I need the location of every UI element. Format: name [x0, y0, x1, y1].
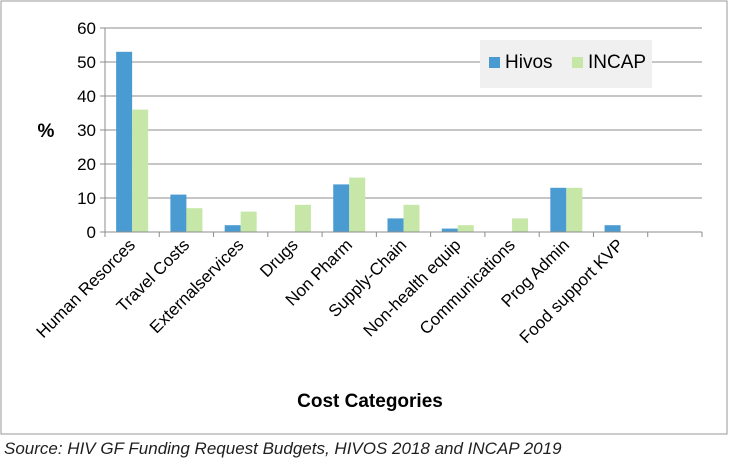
bar-incap — [457, 225, 474, 232]
bar-incap — [240, 211, 257, 232]
bar-hivos — [170, 194, 187, 232]
bar-hivos — [333, 184, 350, 232]
bar-hivos — [116, 51, 133, 232]
y-tick-labels: 0 10 20 30 40 50 60 — [77, 19, 96, 242]
legend-label: Hivos — [505, 52, 553, 73]
y-tick-label: 60 — [77, 19, 96, 38]
gridlines — [105, 27, 702, 199]
y-tick-label: 20 — [77, 155, 96, 174]
legend-box — [480, 40, 652, 88]
source-caption: Source: HIV GF Funding Request Budgets, … — [4, 439, 562, 458]
bar-incap — [566, 187, 583, 232]
bar-hivos — [441, 228, 458, 232]
y-axis-label: % — [38, 121, 55, 142]
bar-incap — [132, 109, 149, 232]
bars — [116, 51, 621, 232]
legend-swatch — [489, 57, 500, 68]
y-tick-label: 40 — [77, 87, 96, 106]
bar-incap — [403, 204, 420, 232]
y-tick-label: 10 — [77, 189, 96, 208]
bar-hivos — [387, 218, 404, 232]
legend-label: INCAP — [588, 52, 646, 73]
axes — [100, 27, 703, 237]
bar-incap — [186, 208, 203, 232]
legend: Hivos INCAP — [480, 40, 652, 88]
bar-hivos — [224, 225, 241, 232]
bar-incap — [349, 177, 366, 232]
y-tick-label: 0 — [87, 223, 96, 242]
legend-swatch — [572, 57, 583, 68]
bar-hivos — [550, 187, 567, 232]
bar-incap — [512, 218, 529, 232]
x-axis-label: Cost Categories — [297, 391, 443, 412]
y-tick-label: 30 — [77, 121, 96, 140]
y-tick-label: 50 — [77, 53, 96, 72]
bar-incap — [294, 204, 311, 232]
bar-hivos — [604, 225, 621, 232]
